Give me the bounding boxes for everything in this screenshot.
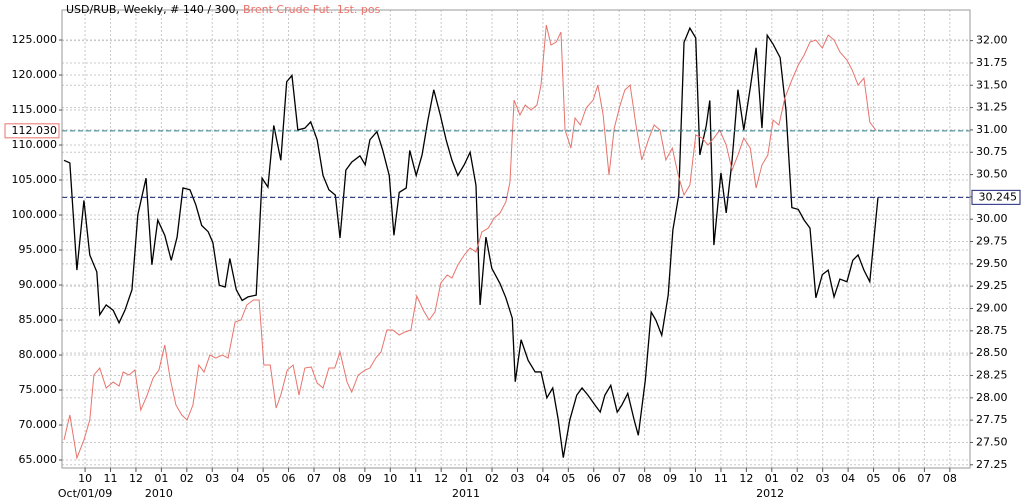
x-tick-label: 03 xyxy=(816,472,830,485)
y2-tick-label: 29.00 xyxy=(976,302,1008,315)
y2-tick-label: 28.50 xyxy=(976,346,1008,359)
x-tick-label: 02 xyxy=(180,472,194,485)
y-tick-label: 125.000 xyxy=(12,33,58,46)
x-tick-label: 07 xyxy=(612,472,626,485)
y-tick-label: 70.000 xyxy=(19,418,58,431)
x-tick-label: 04 xyxy=(231,472,245,485)
series-name: Brent Crude Fut. 1st. pos xyxy=(243,3,381,16)
last-value-label: 30.245 xyxy=(979,190,1018,203)
y-tick-label: 65.000 xyxy=(19,453,58,466)
y2-tick-label: 29.50 xyxy=(976,257,1008,270)
subtitle: , Weekly, # 140 / 300, xyxy=(116,3,239,16)
x-tick-label: 12 xyxy=(129,472,143,485)
x-period-label: Oct/01/09 xyxy=(58,487,112,500)
x-tick-label: 10 xyxy=(689,472,703,485)
y-tick-label: 115.000 xyxy=(12,103,58,116)
y-tick-label: 120.000 xyxy=(12,68,58,81)
x-tick-label: 06 xyxy=(892,472,906,485)
x-tick-label: 07 xyxy=(307,472,321,485)
x-tick-label: 09 xyxy=(663,472,677,485)
y-tick-label: 85.000 xyxy=(19,313,58,326)
y2-tick-label: 27.75 xyxy=(976,413,1008,426)
series-name: USD/RUB xyxy=(66,3,116,16)
x-period-label: 2010 xyxy=(145,487,173,500)
x-tick-label: 10 xyxy=(78,472,92,485)
x-tick-label: 02 xyxy=(790,472,804,485)
y2-tick-label: 31.00 xyxy=(976,123,1008,136)
x-tick-label: 04 xyxy=(841,472,855,485)
marks xyxy=(62,24,970,460)
y2-tick-label: 28.25 xyxy=(976,368,1008,381)
x-tick-label: 03 xyxy=(205,472,219,485)
x-tick-label: 07 xyxy=(917,472,931,485)
x-tick-label: 01 xyxy=(154,472,168,485)
x-tick-label: 11 xyxy=(714,472,728,485)
x-tick-label: 11 xyxy=(409,472,423,485)
y-tick-label: 105.000 xyxy=(12,173,58,186)
y2-tick-label: 32.00 xyxy=(976,34,1008,47)
x-tick-label: 01 xyxy=(765,472,779,485)
x-tick-label: 01 xyxy=(460,472,474,485)
last-value-box xyxy=(4,123,60,139)
x-tick-label: 12 xyxy=(739,472,753,485)
y2-tick-label: 30.75 xyxy=(976,145,1008,158)
y-tick-label: 100.000 xyxy=(12,208,58,221)
x-tick-label: 10 xyxy=(383,472,397,485)
y2-tick-label: 28.00 xyxy=(976,391,1008,404)
y2-tick-label: 30.00 xyxy=(976,212,1008,225)
x-tick-label: 05 xyxy=(561,472,575,485)
x-tick-label: 06 xyxy=(587,472,601,485)
y2-tick-label: 27.25 xyxy=(976,458,1008,471)
y-tick-label: 110.000 xyxy=(12,138,58,151)
x-tick-label: 08 xyxy=(638,472,652,485)
y-tick-label: 90.000 xyxy=(19,278,58,291)
y-tick-label: 95.000 xyxy=(19,243,58,256)
y2-tick-label: 31.50 xyxy=(976,78,1008,91)
chart-title: USD/RUB, Weekly, # 140 / 300, Brent Crude… xyxy=(66,3,381,16)
y-tick-label: 80.000 xyxy=(19,348,58,361)
x-tick-label: 08 xyxy=(332,472,346,485)
y2-tick-label: 27.50 xyxy=(976,435,1008,448)
x-period-label: 2012 xyxy=(756,487,784,500)
y2-tick-label: 29.75 xyxy=(976,235,1008,248)
x-tick-label: 09 xyxy=(358,472,372,485)
x-tick-label: 06 xyxy=(282,472,296,485)
x-tick-label: 12 xyxy=(434,472,448,485)
x-tick-label: 04 xyxy=(536,472,550,485)
x-tick-label: 05 xyxy=(867,472,881,485)
y2-tick-label: 31.25 xyxy=(976,101,1008,114)
x-tick-label: 11 xyxy=(104,472,118,485)
x-period-label: 2011 xyxy=(452,487,480,500)
y2-tick-label: 31.75 xyxy=(976,56,1008,69)
plot-frame xyxy=(61,9,971,469)
y2-tick-label: 28.75 xyxy=(976,324,1008,337)
y2-tick-label: 29.25 xyxy=(976,279,1008,292)
series-line xyxy=(63,24,877,460)
y2-tick-label: 30.50 xyxy=(976,168,1008,181)
x-tick-label: 08 xyxy=(943,472,957,485)
last-value-label: 112.030 xyxy=(12,124,58,137)
y-tick-label: 75.000 xyxy=(19,383,58,396)
x-tick-label: 03 xyxy=(510,472,524,485)
x-tick-label: 05 xyxy=(256,472,270,485)
last-value-box xyxy=(971,189,1021,205)
x-tick-label: 02 xyxy=(485,472,499,485)
